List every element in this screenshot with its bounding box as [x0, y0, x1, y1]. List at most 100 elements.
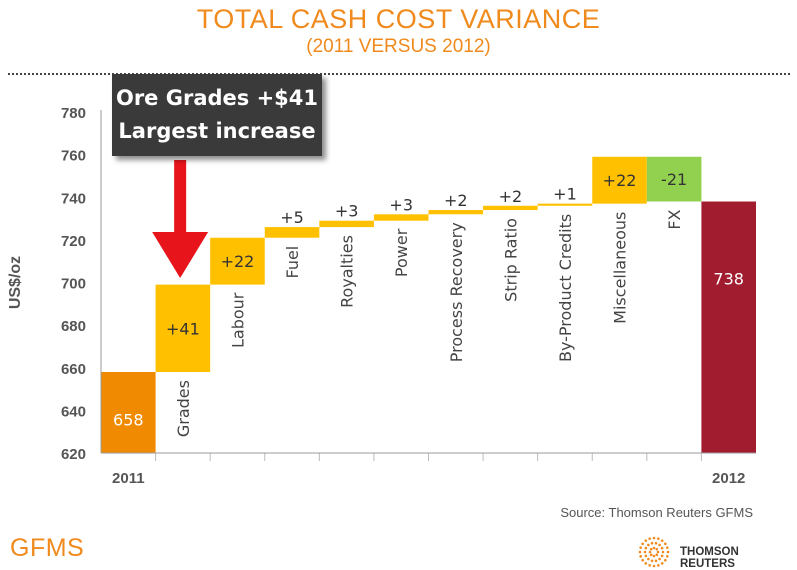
logo-dot	[641, 558, 644, 562]
thomson-reuters-logo: THOMSON REUTERS	[636, 536, 796, 570]
logo-dot	[660, 546, 664, 550]
bar	[646, 156, 702, 202]
bar	[155, 284, 211, 373]
logo-dot	[655, 547, 659, 551]
logo-dot	[664, 542, 667, 546]
logo-dot	[656, 550, 660, 554]
bar	[373, 214, 429, 221]
logo-dot	[660, 554, 664, 558]
logo-dot	[658, 557, 661, 561]
y-axis-label: US$/oz	[7, 256, 24, 309]
logo-dot	[639, 546, 642, 549]
category-label: FX	[665, 209, 684, 229]
y-tick-label: 640	[61, 403, 86, 420]
category-label: By-Product Credits	[556, 214, 575, 362]
y-tick-label: 680	[61, 318, 86, 335]
logo-dot	[644, 554, 648, 558]
logo-dot	[666, 546, 669, 549]
category-label: Grades	[174, 380, 193, 437]
bar-value-label: +3	[335, 202, 359, 221]
callout-line-1: Ore Grades +$41	[115, 86, 319, 110]
y-tick-label: 740	[61, 190, 86, 207]
logo-dot	[647, 543, 650, 547]
bar	[701, 201, 756, 453]
bar	[264, 227, 320, 238]
bar	[592, 156, 647, 204]
category-label: Labour	[228, 292, 247, 348]
logo-dot	[650, 559, 654, 563]
category-label: Process Recovery	[447, 222, 466, 362]
logo-dot	[638, 550, 642, 554]
bar	[537, 203, 593, 206]
source-note: Source: Thomson Reuters GFMS	[560, 505, 753, 520]
bar-value-label: 658	[113, 410, 144, 429]
bar-value-label: +5	[280, 208, 304, 227]
bar	[483, 205, 538, 211]
logo-dot	[648, 550, 652, 554]
bar	[428, 210, 484, 215]
logo-dot	[666, 550, 670, 554]
bar	[210, 237, 265, 285]
bar-value-label: +22	[221, 252, 255, 271]
logo-dot	[654, 541, 658, 545]
category-label: Power	[392, 228, 411, 277]
logo-dot	[654, 559, 658, 563]
bar-value-label: 738	[713, 270, 744, 289]
logo-dot	[652, 546, 656, 550]
arrow-shaft	[174, 160, 187, 234]
logo-dot	[648, 537, 651, 540]
arrow-head-icon	[152, 232, 209, 278]
logo-dot	[639, 555, 642, 558]
logo-dot	[652, 564, 656, 568]
logo-dot	[644, 546, 648, 550]
callout-box: Ore Grades +$41 Largest increase	[112, 74, 322, 156]
logo-dot	[652, 536, 656, 540]
logo-dot	[666, 555, 669, 558]
logo-dot	[657, 564, 660, 567]
reuters-dot-logo-icon	[638, 536, 670, 568]
logo-dot	[649, 553, 653, 557]
bar	[319, 220, 374, 228]
bar-value-label: +1	[553, 185, 577, 204]
logo-dot	[657, 537, 660, 540]
bar-value-label: -21	[661, 170, 687, 189]
y-tick-label: 620	[61, 446, 86, 463]
thomson-reuters-name: THOMSON REUTERS	[680, 546, 739, 570]
logo-dot	[652, 554, 656, 558]
callout-line-2: Largest increase	[118, 119, 316, 143]
logo-dot	[664, 558, 667, 562]
y-tick-label: 720	[61, 233, 86, 250]
bar-value-label: +2	[499, 187, 523, 206]
logo-dot	[655, 553, 659, 557]
waterfall-chart: 620 640 660 680 700 720 740 760 780 US$/oz 658 +41 G…	[7, 105, 756, 487]
logo-dot	[648, 564, 651, 567]
y-tick-label: 760	[61, 148, 86, 165]
logo-dot	[660, 562, 664, 565]
chart-subtitle: (2011 VERSUS 2012)	[306, 36, 491, 57]
y-tick-label: 660	[61, 361, 86, 378]
bar	[101, 372, 156, 453]
category-label: Royalties	[338, 235, 357, 308]
logo-dot	[661, 550, 665, 554]
x-axis-label-start: 2011	[112, 470, 145, 487]
bar-value-label: +22	[603, 171, 637, 190]
y-tick-label: 700	[61, 276, 86, 293]
logo-dot	[658, 543, 661, 547]
logo-dot	[650, 541, 654, 545]
x-axis-label-end: 2012	[712, 470, 745, 487]
logo-dot	[660, 539, 664, 542]
category-label: Fuel	[283, 246, 302, 279]
bar-value-label: +3	[389, 195, 413, 214]
dotted-divider	[8, 73, 790, 75]
logo-dot	[644, 562, 648, 565]
category-label: Strip Ratio	[501, 218, 520, 302]
y-tick-label: 780	[61, 105, 86, 122]
logo-dot	[644, 539, 648, 542]
logo-dot	[641, 542, 644, 546]
bar-value-label: +41	[166, 319, 200, 338]
logo-dot	[647, 557, 650, 561]
gfms-logo: GFMS	[10, 534, 85, 562]
bar-value-label: +2	[444, 191, 468, 210]
logo-dot	[643, 550, 647, 554]
chart-title: TOTAL CASH COST VARIANCE	[196, 4, 601, 34]
